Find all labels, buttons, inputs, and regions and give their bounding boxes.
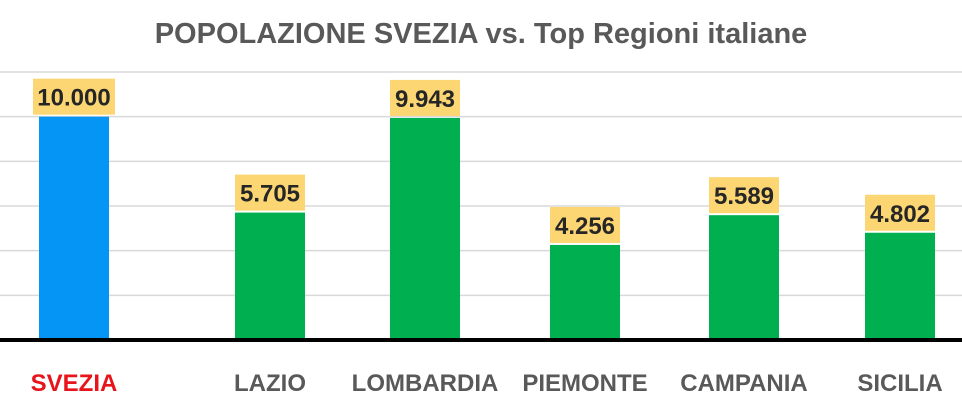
data-labels: 10.000 5.705 9.943 4.256 5.589 4.802 <box>33 78 935 243</box>
data-label-text: 4.256 <box>555 213 615 240</box>
x-tick-label-campania: CAMPANIA <box>680 370 808 397</box>
bar-svezia <box>39 116 109 341</box>
data-label-background <box>235 174 305 211</box>
chart-title: POPOLAZIONE SVEZIA vs. Top Regioni itali… <box>154 18 808 50</box>
data-label-background <box>865 194 935 231</box>
data-label-piemonte: 4.256 <box>550 206 620 243</box>
x-tick-label-sicilia: SICILIA <box>857 370 942 397</box>
data-label-sicilia: 4.802 <box>865 194 935 231</box>
bar-campania <box>709 215 779 340</box>
x-tick-label-svezia: SVEZIA <box>31 370 118 397</box>
x-tick-label-piemonte: PIEMONTE <box>522 370 647 397</box>
data-label-text: 9.943 <box>395 86 455 113</box>
bars <box>39 116 935 341</box>
data-label-lazio: 5.705 <box>235 174 305 211</box>
x-tick-label-lombardia: LOMBARDIA <box>352 370 499 397</box>
bar-lazio <box>235 212 305 340</box>
data-label-campania: 5.589 <box>709 177 779 214</box>
data-label-text: 10.000 <box>37 85 110 112</box>
data-label-background <box>550 206 620 243</box>
data-label-text: 5.589 <box>714 183 774 210</box>
bar-piemonte <box>550 244 620 340</box>
bar-lombardia <box>390 117 460 340</box>
x-tick-label-lazio: LAZIO <box>234 370 306 397</box>
data-label-lombardia: 9.943 <box>390 79 460 116</box>
data-label-svezia: 10.000 <box>33 78 115 115</box>
data-label-text: 4.802 <box>870 201 930 228</box>
data-label-text: 5.705 <box>240 181 300 208</box>
data-label-background <box>390 79 460 116</box>
data-label-background <box>709 177 779 214</box>
data-label-background <box>33 78 115 115</box>
x-axis-labels: SVEZIA LAZIO LOMBARDIA PIEMONTE CAMPANIA SICI… <box>31 370 943 397</box>
bar-sicilia <box>865 232 935 340</box>
gridlines <box>0 71 962 297</box>
